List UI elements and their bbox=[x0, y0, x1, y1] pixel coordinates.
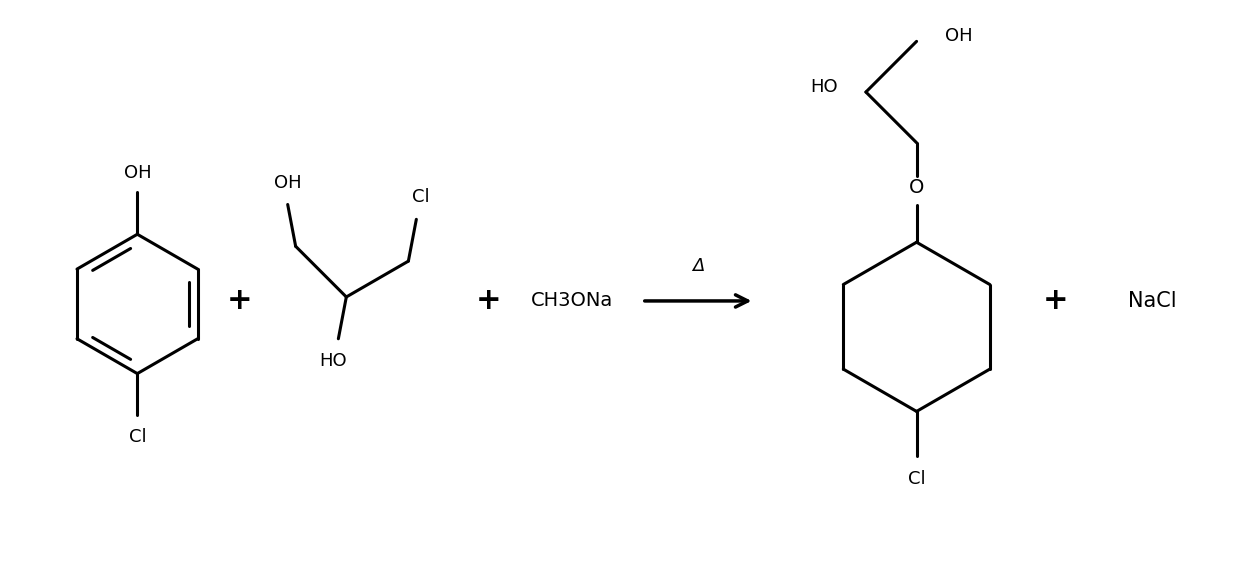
Text: Δ: Δ bbox=[692, 257, 704, 275]
Text: HO: HO bbox=[320, 351, 347, 369]
Text: +: + bbox=[476, 287, 501, 316]
Text: Cl: Cl bbox=[129, 428, 146, 446]
Text: +: + bbox=[1043, 287, 1069, 316]
Text: NaCl: NaCl bbox=[1128, 291, 1177, 311]
Text: HO: HO bbox=[810, 78, 838, 96]
Text: +: + bbox=[227, 287, 253, 316]
Text: OH: OH bbox=[274, 174, 301, 192]
Text: CH3ONa: CH3ONa bbox=[531, 291, 614, 310]
Text: OH: OH bbox=[945, 27, 972, 45]
Text: OH: OH bbox=[124, 163, 151, 182]
Text: Cl: Cl bbox=[413, 188, 430, 207]
Text: Cl: Cl bbox=[908, 470, 925, 488]
Text: O: O bbox=[909, 178, 924, 197]
